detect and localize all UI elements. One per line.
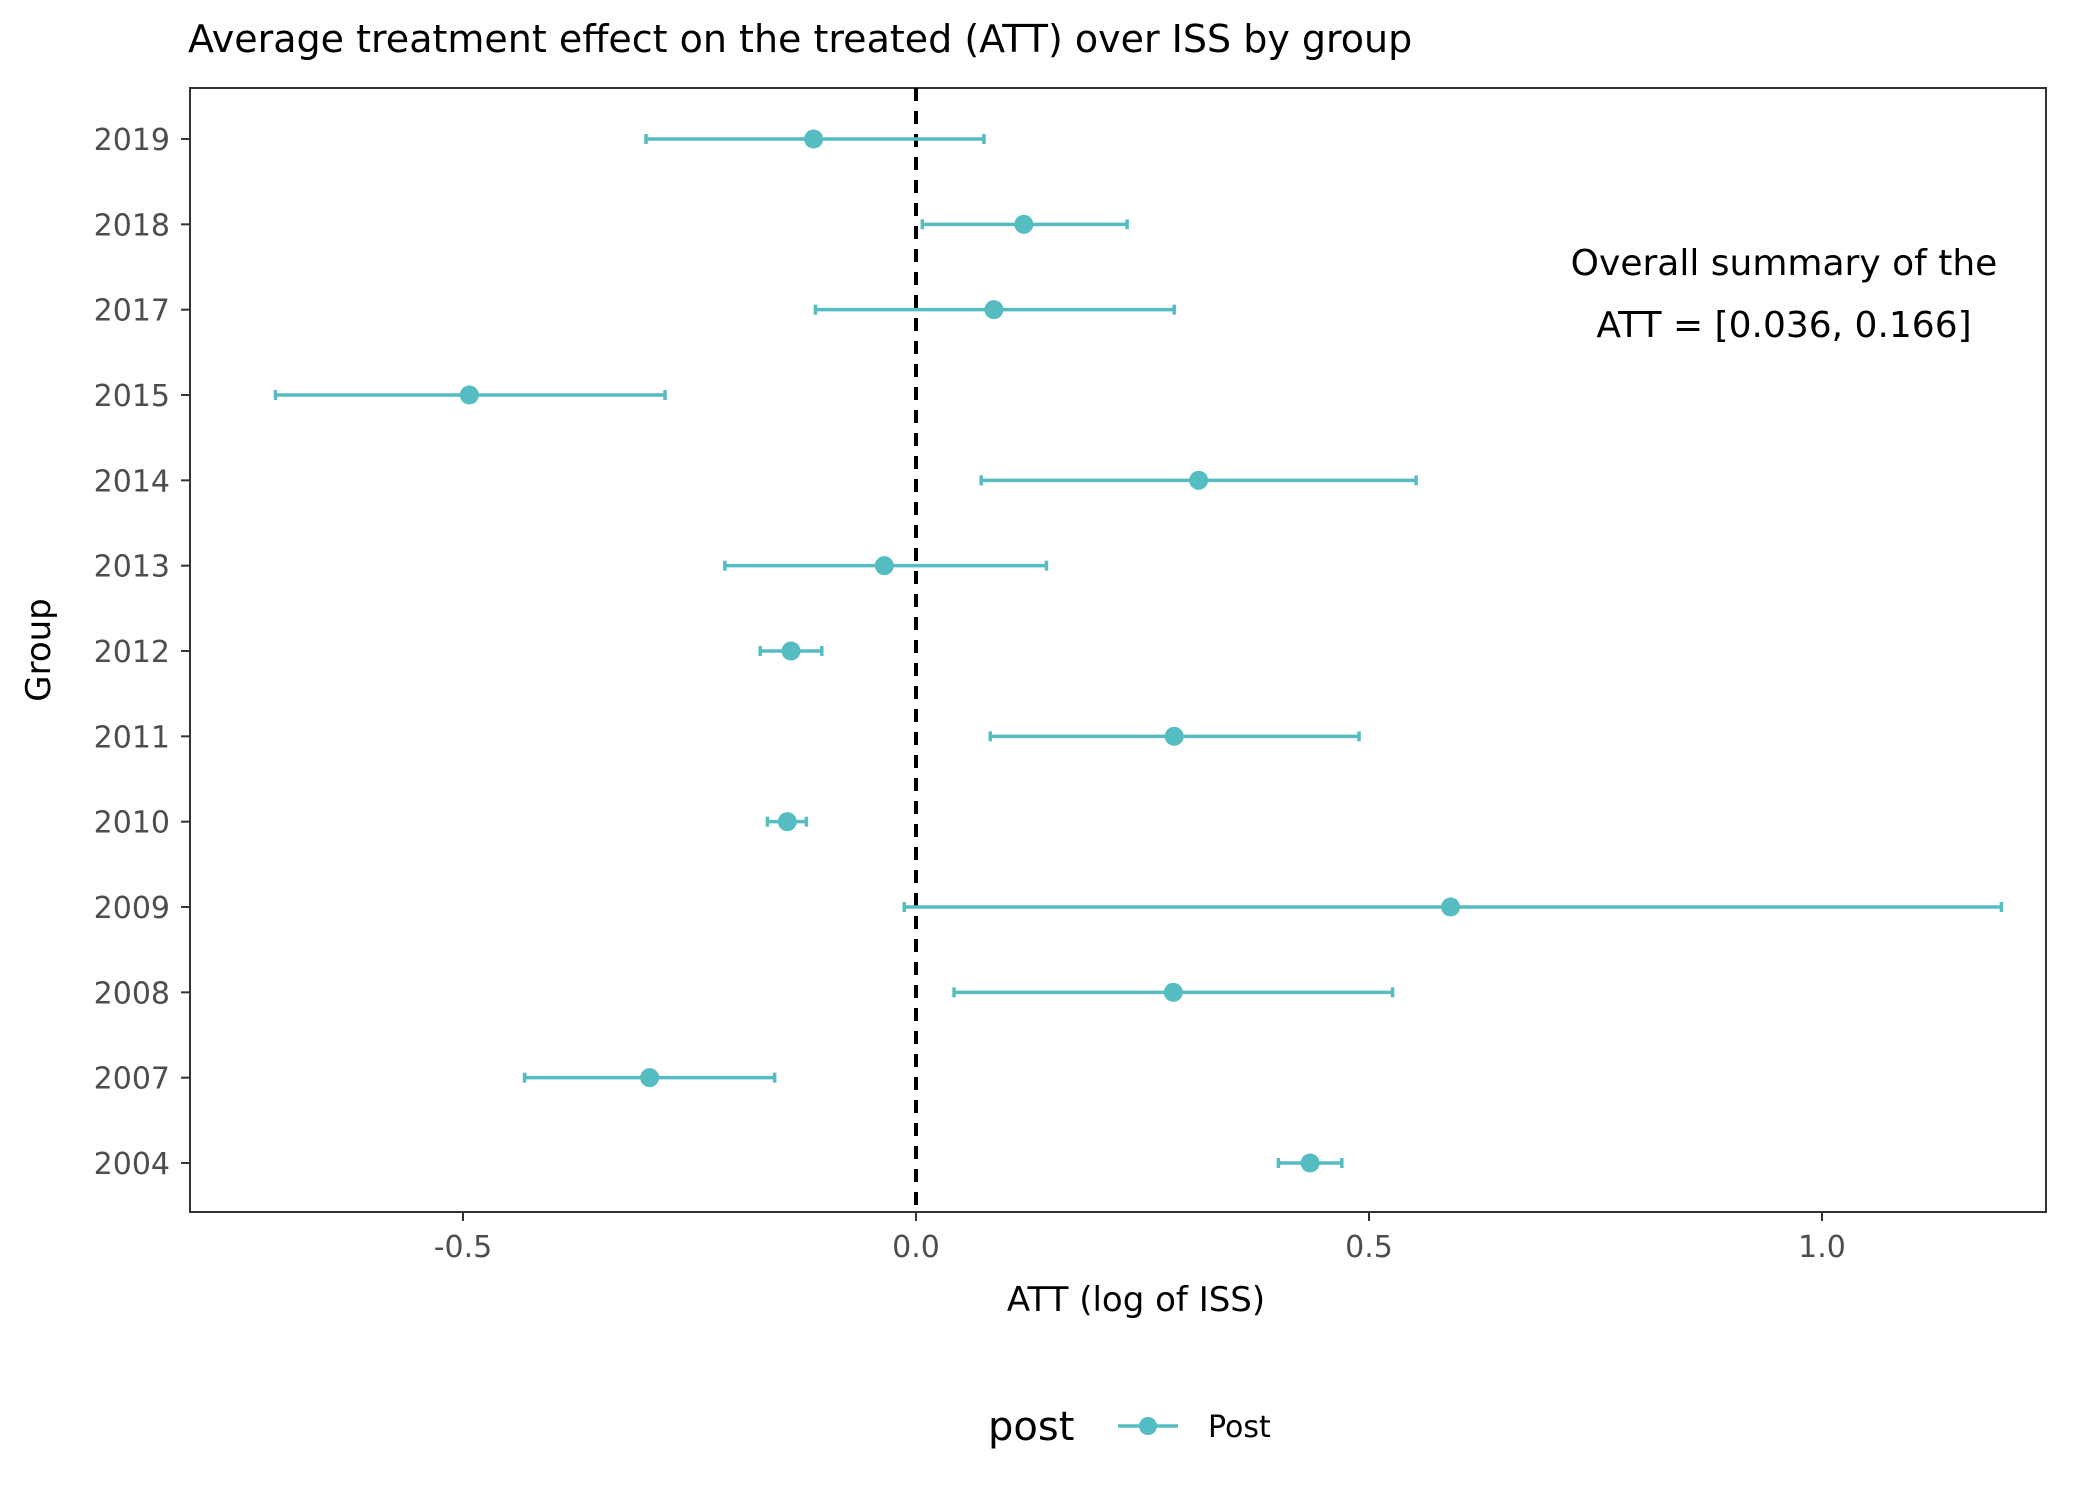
att-point [640,1068,660,1088]
att-point [781,641,801,661]
y-tick-label: 2011 [94,720,170,755]
att-point [777,812,797,832]
y-tick-label: 2015 [94,379,170,414]
att-point [874,556,894,576]
x-axis: -0.5 0.0 0.5 1.0 [434,1212,1846,1265]
att-point [1189,470,1209,490]
x-tick-label: -0.5 [434,1230,493,1265]
x-tick-label: 0.5 [1345,1230,1393,1265]
x-tick-label: 0.0 [892,1230,940,1265]
y-tick-label: 2010 [94,806,170,841]
summary-annotation: Overall summary of the ATT = [0.036, 0.1… [1571,243,1998,346]
x-axis-title: ATT (log of ISS) [1007,1280,1265,1320]
y-tick-label: 2014 [94,464,170,499]
att-point [984,300,1004,320]
att-point [1441,897,1461,917]
y-axis-title: Group [19,598,59,702]
legend-key-point [1139,1417,1157,1435]
att-point [459,385,479,405]
y-tick-label: 2007 [94,1062,170,1097]
chart-title: Average treatment effect on the treated … [188,17,1412,61]
y-axis: 2019 2018 2017 2015 2014 2013 2012 2011 2010 2009… [94,123,190,1182]
point-ranges [273,129,2004,1173]
y-tick-label: 2018 [94,208,170,243]
legend-title: post [988,1404,1074,1450]
y-tick-label: 2004 [94,1147,170,1182]
legend: post Post [988,1404,1271,1450]
y-tick-label: 2013 [94,550,170,585]
att-point [1300,1153,1320,1173]
x-tick-label: 1.0 [1798,1230,1846,1265]
att-point [1164,726,1184,746]
plot-panel [189,87,2047,1213]
summary-line-1: Overall summary of the [1571,243,1998,284]
summary-line-2: ATT = [0.036, 0.166] [1596,305,1971,346]
y-tick-label: 2008 [94,976,170,1011]
att-point [1014,214,1034,234]
y-tick-label: 2009 [94,891,170,926]
y-tick-label: 2019 [94,123,170,158]
att-point [1163,982,1183,1002]
y-tick-label: 2012 [94,635,170,670]
att-point [804,129,824,149]
y-tick-label: 2017 [94,294,170,329]
legend-label: Post [1208,1410,1271,1445]
